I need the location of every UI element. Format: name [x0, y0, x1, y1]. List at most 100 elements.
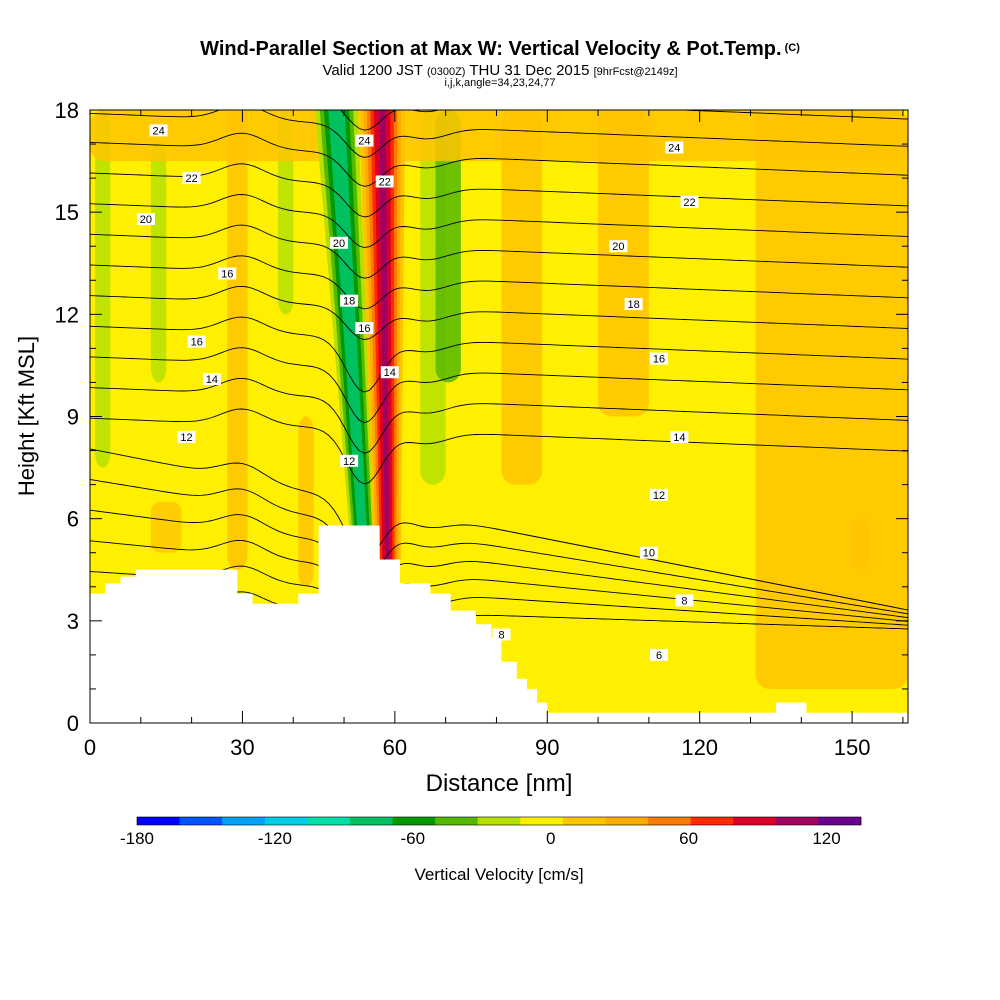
colorbar-segment — [520, 817, 564, 825]
y-tick-label: 3 — [67, 609, 79, 634]
contour-label-text: 24 — [358, 136, 370, 148]
contour-label: 22 — [680, 195, 699, 209]
chart-title-unit: (C) — [784, 42, 800, 54]
contour-label-text: 16 — [191, 337, 203, 349]
contour-label: 20 — [330, 236, 348, 250]
x-tick-label: 60 — [383, 735, 407, 760]
contour-label-text: 14 — [673, 432, 685, 444]
contour-label-bg — [380, 366, 399, 379]
colorbar-segment — [648, 817, 691, 825]
x-tick-label: 30 — [230, 735, 254, 760]
contour-label-bg — [675, 594, 694, 607]
contour-label-text: 16 — [653, 354, 665, 366]
contour-label: 18 — [624, 298, 643, 311]
colorbar-tick-label: 60 — [679, 829, 698, 848]
contour-label-text: 12 — [653, 490, 665, 502]
contour-label-text: 22 — [379, 177, 391, 189]
contour-label-bg — [202, 373, 221, 385]
valid-time-prefix: Valid 1200 JST — [322, 62, 423, 79]
contour-label-text: 18 — [627, 299, 639, 311]
field-feature — [435, 110, 461, 383]
x-tick-label: 150 — [834, 735, 871, 760]
colorbar-segment — [733, 817, 777, 825]
field-feature — [598, 110, 649, 417]
contour-label-bg — [177, 430, 196, 443]
contour-label: 8 — [675, 594, 694, 607]
theta-contour-line — [90, 408, 908, 485]
contour-label: 18 — [340, 294, 359, 308]
contour-label-bg — [375, 175, 394, 188]
contour-label-bg — [330, 236, 348, 249]
theta-contour-line — [90, 224, 908, 279]
valid-time-forecast: [9hrFcst@2149z] — [593, 66, 678, 78]
theta-contour-line — [90, 479, 908, 615]
contour-label-bg — [639, 546, 658, 559]
contour-label: 12 — [650, 488, 668, 502]
contour-label-text: 10 — [643, 548, 655, 560]
theta-contour-line — [90, 565, 908, 645]
contour-label-text: 20 — [612, 241, 624, 253]
contour-label-bg — [624, 298, 643, 311]
colorbar-frame — [136, 816, 862, 826]
field-feature — [95, 110, 111, 468]
grid-indices-line: i,j,k,angle=34,23,24,77 — [444, 77, 556, 89]
contour-label-text: 20 — [333, 238, 345, 250]
contour-label-bg — [670, 430, 689, 443]
contour-label: 14 — [202, 373, 221, 386]
y-tick-label: 9 — [67, 405, 79, 430]
field-feature — [501, 110, 543, 485]
contour-label: 12 — [340, 454, 359, 468]
x-tick-label: 90 — [535, 735, 559, 760]
theta-contour-line — [90, 255, 908, 310]
y-tick-label: 12 — [55, 302, 79, 327]
field-band-layer — [378, 110, 390, 560]
colorbar-segment — [775, 817, 819, 825]
valid-time-zulu: (0300Z) — [426, 66, 466, 78]
contour-label-bg — [609, 240, 628, 253]
colorbar-segment — [137, 817, 180, 825]
contour-label-bg — [182, 172, 201, 185]
theta-contour-line — [90, 347, 908, 424]
theta-contour-line — [90, 316, 908, 393]
contour-label: 8 — [492, 628, 511, 642]
x-tick-label: 0 — [84, 735, 96, 760]
colorbar-tick-label: -120 — [258, 829, 292, 848]
chart-title: Wind-Parallel Section at Max W: Vertical… — [0, 38, 1000, 61]
colorbar: -180 -120 -60 0 60 120 — [120, 816, 862, 848]
contour-label-text: 24 — [668, 143, 680, 155]
field-feature — [755, 110, 908, 689]
theta-contour-line — [90, 448, 908, 611]
y-axis-label: Height [Kft MSL] — [14, 336, 39, 496]
x-tick-label: 120 — [681, 735, 718, 760]
field-feature — [227, 110, 248, 570]
colorbar-label: Vertical Velocity [cm/s] — [414, 865, 583, 884]
contour-label-text: 24 — [152, 125, 164, 137]
colorbar-segment — [477, 817, 521, 825]
theta-contour-line — [90, 132, 908, 187]
field-band-layer — [332, 110, 364, 526]
theta-contour-line — [90, 194, 908, 249]
theta-contour-line — [90, 163, 908, 218]
theta-contour-line — [90, 377, 908, 454]
contour-label-bg — [218, 267, 237, 280]
contour-label-text: 12 — [180, 432, 192, 444]
axes: 0 30 60 90 120 150 0 3 6 9 12 15 18 — [55, 98, 908, 760]
colorbar-segment — [179, 817, 223, 825]
theta-contour-line — [90, 285, 908, 340]
contour-label: 22 — [375, 175, 394, 189]
field-patch — [852, 518, 870, 570]
contour-label: 16 — [187, 335, 206, 349]
contour-label: 24 — [665, 141, 684, 155]
x-axis-label: Distance [nm] — [426, 770, 573, 797]
field-patch — [150, 501, 182, 553]
colorbar-segment — [690, 817, 734, 825]
contour-label-text: 12 — [343, 456, 355, 468]
theta-contour-line — [90, 509, 908, 619]
contour-label-bg — [492, 628, 511, 641]
field-feature — [150, 144, 167, 383]
contour-label: 6 — [650, 648, 668, 662]
colorbar-segment — [435, 817, 479, 825]
colorbar-tick-label: -60 — [401, 829, 426, 848]
contour-label-text: 8 — [681, 595, 687, 607]
colorbar-segment — [562, 817, 606, 825]
